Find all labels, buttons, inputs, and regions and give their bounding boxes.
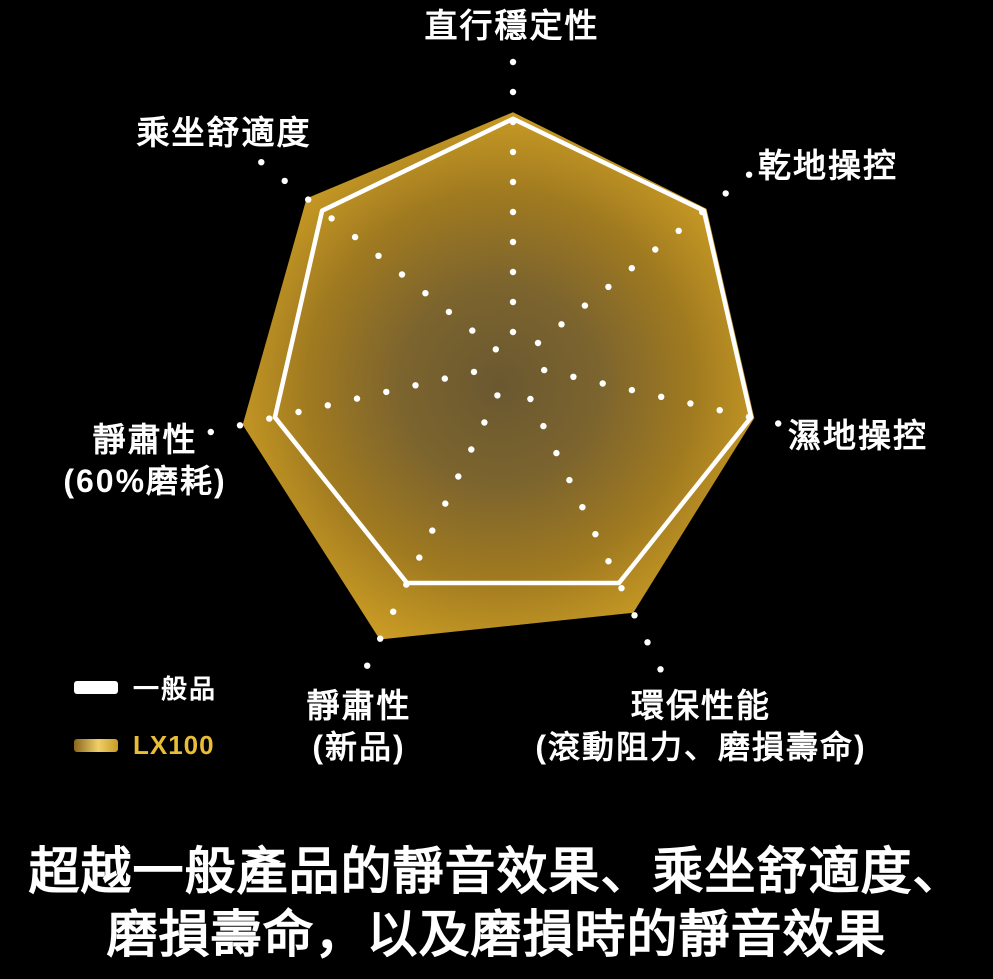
axis-label-quietness-worn-main: 靜肅性 bbox=[92, 421, 198, 458]
axis-label-quietness-new-main: 靜肅性 bbox=[306, 687, 412, 724]
legend-item-lx100: LX100 bbox=[74, 729, 215, 760]
legend-label-lx100: LX100 bbox=[133, 729, 215, 760]
standard-product-outline bbox=[272, 116, 754, 586]
axis-label-quietness-new-sub: (新品) bbox=[312, 729, 406, 766]
lx100-gold-swatch bbox=[74, 738, 118, 752]
caption-line-1: 超越一般產品的靜音效果、乘坐舒適度、 bbox=[28, 845, 965, 901]
radar-plot-area bbox=[207, 58, 782, 673]
caption-line-2: 磨損壽命，以及磨損時的靜音效果 bbox=[106, 908, 887, 964]
standard-line-swatch bbox=[74, 680, 118, 694]
axis-label-eco-performance-main: 環保性能 bbox=[630, 687, 771, 724]
legend-item-standard: 一般品 bbox=[74, 674, 217, 704]
legend-label-standard: 一般品 bbox=[133, 673, 218, 704]
axis-label-quietness-worn-sub: (60%磨耗) bbox=[63, 463, 227, 500]
axis-label-straight-stability: 直行穩定性 bbox=[424, 7, 600, 44]
axis-label-wet-handling: 濕地操控 bbox=[788, 417, 928, 454]
axis-label-ride-comfort: 乘坐舒適度 bbox=[136, 114, 312, 151]
axis-label-dry-handling: 乾地操控 bbox=[758, 147, 898, 184]
axis-label-quietness-new: 靜肅性 (新品) bbox=[306, 687, 412, 766]
axis-label-eco-performance-sub: (滾動阻力、磨損壽命) bbox=[535, 729, 867, 766]
axis-dotted-lines bbox=[207, 58, 782, 673]
marketing-caption: 超越一般產品的靜音效果、乘坐舒適度、 磨損壽命，以及磨損時的靜音效果 bbox=[0, 842, 993, 968]
axis-label-eco-performance: 環保性能 (滾動阻力、磨損壽命) bbox=[535, 687, 867, 766]
axis-label-quietness-worn: 靜肅性 (60%磨耗) bbox=[63, 421, 227, 500]
lx100-area bbox=[242, 112, 755, 640]
